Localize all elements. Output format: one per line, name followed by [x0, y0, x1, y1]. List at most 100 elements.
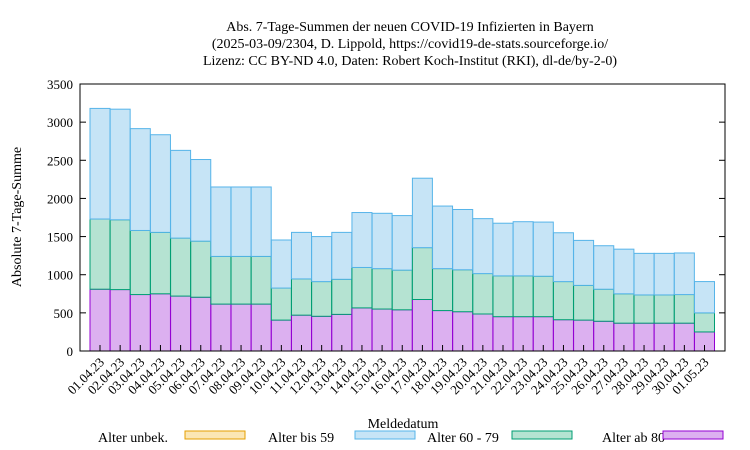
bar-segment-alter-bis-59-22.04.23 — [512, 221, 534, 277]
legend-swatch — [662, 430, 724, 440]
legend-label: Alter 60 - 79 — [427, 431, 499, 446]
bar-segment-alter-bis-59-28.04.23 — [633, 252, 655, 296]
bar-segment-alter-60-79-17.04.23 — [411, 247, 433, 301]
bar-segment-alter-60-79-05.04.23 — [170, 237, 192, 297]
bar-segment-alter-bis-59-12.04.23 — [311, 236, 333, 283]
y-tick-label: 1500 — [47, 230, 73, 245]
bar-segment-alter-60-79-19.04.23 — [452, 269, 474, 313]
bar-segment-alter-60-79-13.04.23 — [331, 278, 353, 315]
bar-segment-alter-60-79-23.04.23 — [532, 275, 554, 318]
bar-segment-alter-bis-59-13.04.23 — [331, 231, 353, 280]
bar-segment-alter-60-79-03.04.23 — [129, 229, 151, 296]
chart-title-line-3: Lizenz: CC BY-ND 4.0, Daten: Robert Koch… — [203, 54, 617, 69]
bar-segment-alter-60-79-29.04.23 — [653, 294, 675, 324]
bar-segment-alter-60-79-25.04.23 — [573, 284, 595, 321]
bar-segment-alter-bis-59-08.04.23 — [230, 186, 252, 257]
x-axis-label: Meldedatum — [368, 417, 439, 432]
bar-segment-alter-bis-59-11.04.23 — [291, 231, 312, 280]
bar-segment-alter-bis-59-01.04.23 — [89, 107, 111, 220]
bar-segment-alter-60-79-20.04.23 — [472, 273, 494, 315]
bar-segment-alter-bis-59-25.04.23 — [573, 239, 595, 286]
bar-segment-alter-bis-59-02.04.23 — [109, 108, 131, 221]
y-tick-label: 1000 — [47, 268, 73, 283]
bar-segment-alter-60-79-12.04.23 — [311, 281, 333, 317]
bar-segment-alter-60-79-18.04.23 — [432, 268, 454, 312]
bar-segment-alter-60-79-10.04.23 — [270, 287, 292, 321]
y-tick-label: 500 — [54, 306, 74, 321]
bar-segment-alter-bis-59-18.04.23 — [432, 205, 454, 270]
bar-segment-alter-60-79-28.04.23 — [633, 294, 655, 324]
bar-segment-alter-ab-80-15.04.23 — [371, 308, 393, 352]
bar-segment-alter-bis-59-19.04.23 — [452, 208, 474, 271]
bar-segment-alter-60-79-26.04.23 — [593, 288, 615, 322]
y-tick-label: 3500 — [47, 77, 73, 92]
bar-segment-alter-60-79-09.04.23 — [250, 255, 272, 305]
bar-segment-alter-60-79-08.04.23 — [230, 255, 252, 305]
bar-segment-alter-bis-59-23.04.23 — [532, 221, 554, 277]
y-tick-label: 2500 — [47, 153, 73, 168]
bar-segment-alter-60-79-07.04.23 — [210, 255, 232, 305]
y-tick-label: 0 — [67, 344, 74, 359]
bar-segment-alter-60-79-24.04.23 — [552, 281, 574, 321]
bar-segment-alter-bis-59-24.04.23 — [552, 232, 574, 283]
legend-label: Alter unbek. — [98, 431, 168, 446]
bar-segment-alter-ab-80-17.04.23 — [411, 299, 433, 352]
bar-segment-alter-60-79-14.04.23 — [351, 266, 373, 309]
bar-segment-alter-bis-59-03.04.23 — [129, 128, 151, 231]
bar-segment-alter-bis-59-05.04.23 — [170, 149, 192, 239]
bar-segment-alter-ab-80-01.04.23 — [89, 288, 111, 352]
bar-segment-alter-bis-59-04.04.23 — [149, 134, 171, 233]
chart-title-line-2: (2025-03-09/2304, D. Lippold, https://co… — [212, 37, 608, 52]
bar-segment-alter-bis-59-27.04.23 — [613, 248, 635, 295]
legend-swatch — [354, 430, 416, 440]
bar-segment-alter-bis-59-07.04.23 — [210, 186, 232, 257]
bar-segment-alter-bis-59-16.04.23 — [391, 215, 413, 271]
bar-segment-alter-bis-59-29.04.23 — [653, 252, 675, 296]
bar-segment-alter-bis-59-06.04.23 — [190, 159, 212, 242]
bar-segment-alter-ab-80-02.04.23 — [109, 289, 131, 352]
bar-segment-alter-ab-80-03.04.23 — [129, 294, 151, 352]
bar-segment-alter-ab-80-04.04.23 — [149, 293, 171, 352]
legend-label: Alter bis 59 — [268, 431, 334, 446]
legend-swatch — [184, 430, 246, 440]
bar-segment-alter-bis-59-26.04.23 — [593, 245, 615, 290]
chart-title: Abs. 7-Tage-Summen der neuen COVID-19 In… — [203, 20, 617, 69]
y-axis-label: Absolute 7-Tage-Summe — [10, 147, 25, 287]
bar-segment-alter-60-79-22.04.23 — [512, 275, 534, 318]
bar-segment-alter-60-79-01.05.23 — [694, 312, 715, 333]
bar-segment-alter-60-79-02.04.23 — [109, 219, 131, 291]
bar-segment-alter-ab-80-14.04.23 — [351, 307, 373, 352]
bar-segment-alter-bis-59-30.04.23 — [673, 252, 695, 296]
legend-swatch — [511, 430, 573, 440]
bar-segment-alter-60-79-21.04.23 — [492, 275, 514, 318]
bar-segment-alter-bis-59-20.04.23 — [472, 218, 494, 275]
y-tick-label: 2000 — [47, 191, 73, 206]
bar-segment-alter-60-79-06.04.23 — [190, 240, 212, 298]
bar-segment-alter-ab-80-05.04.23 — [170, 295, 192, 352]
bar-segment-alter-bis-59-10.04.23 — [270, 239, 292, 289]
bar-segment-alter-bis-59-21.04.23 — [492, 222, 514, 277]
legend: Alter unbek. Alter bis 59 Alter 60 - 79 Alt… — [98, 430, 724, 446]
bar-segment-alter-60-79-27.04.23 — [613, 293, 635, 324]
bar-segment-alter-60-79-16.04.23 — [391, 269, 413, 311]
bar-segment-alter-60-79-01.04.23 — [89, 218, 111, 290]
bar-segment-alter-60-79-15.04.23 — [371, 268, 393, 310]
bar-segment-alter-ab-80-06.04.23 — [190, 296, 212, 352]
y-tick-label: 3000 — [47, 115, 73, 130]
bars-layer — [89, 107, 715, 352]
chart-title-line-1: Abs. 7-Tage-Summen der neuen COVID-19 In… — [226, 20, 594, 35]
bar-segment-alter-60-79-04.04.23 — [149, 231, 171, 295]
bar-segment-alter-ab-80-08.04.23 — [230, 303, 252, 352]
bar-segment-alter-bis-59-01.05.23 — [694, 281, 715, 314]
bar-segment-alter-ab-80-16.04.23 — [391, 309, 413, 352]
bar-segment-alter-60-79-11.04.23 — [291, 278, 312, 316]
legend-label: Alter ab 80 — [602, 431, 665, 446]
bar-segment-alter-60-79-30.04.23 — [673, 294, 695, 324]
bar-segment-alter-ab-80-09.04.23 — [250, 303, 272, 352]
bar-segment-alter-ab-80-18.04.23 — [432, 310, 454, 352]
bar-segment-alter-bis-59-15.04.23 — [371, 212, 393, 270]
bar-segment-alter-bis-59-17.04.23 — [411, 177, 433, 249]
bar-segment-alter-ab-80-07.04.23 — [210, 303, 232, 352]
bar-segment-alter-bis-59-09.04.23 — [250, 186, 272, 257]
